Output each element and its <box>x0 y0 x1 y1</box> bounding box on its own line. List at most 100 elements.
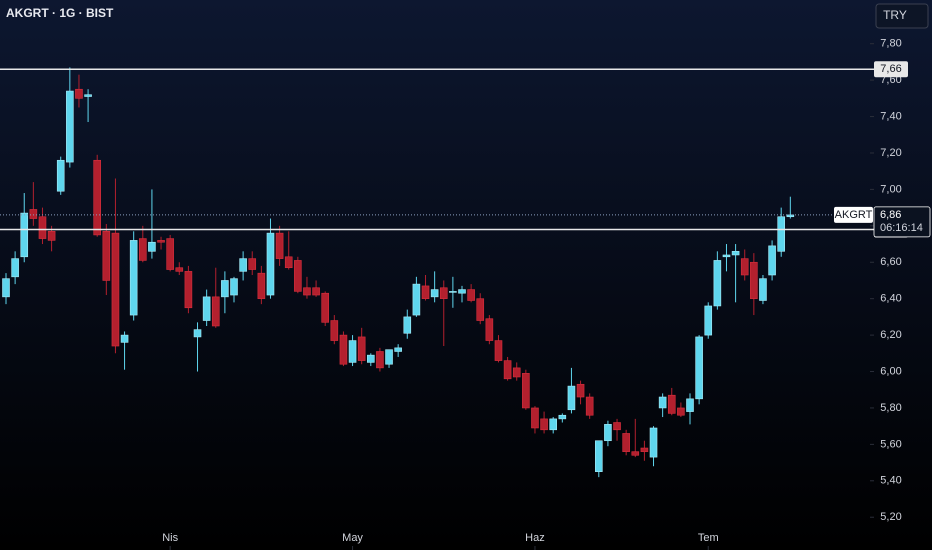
candle-body <box>759 278 767 301</box>
candle-body <box>66 90 74 163</box>
candle-body <box>357 336 366 361</box>
candle-body <box>412 283 421 316</box>
candle-body <box>613 422 621 431</box>
last-price-label: 6,86 <box>880 209 901 221</box>
candle-body <box>439 287 448 299</box>
candle-body <box>348 340 357 363</box>
symbol-tag <box>834 206 873 223</box>
candle-body <box>266 232 275 296</box>
candle-body <box>47 230 56 241</box>
candle-body <box>366 354 375 363</box>
currency-label[interactable]: TRY <box>883 8 907 22</box>
candle-body <box>175 267 184 272</box>
y-tick-label: 6,20 <box>880 329 901 341</box>
candle-body <box>202 296 211 321</box>
candle-body <box>312 287 320 296</box>
candle-body <box>750 261 758 299</box>
y-tick-label: 7,40 <box>880 110 901 122</box>
candle-body <box>449 291 457 293</box>
price-tag-label: 7,66 <box>880 63 901 75</box>
candle-body <box>376 351 384 369</box>
candle-body <box>786 214 795 218</box>
candle-body <box>11 258 19 278</box>
countdown-label: 06:16:14 <box>880 222 923 234</box>
candle-body <box>558 414 567 420</box>
candle-body <box>576 383 585 398</box>
candle-body <box>640 447 649 452</box>
candle-body <box>713 260 722 307</box>
candle-body <box>284 256 293 269</box>
symbol-tag-label: AKGRT <box>835 209 873 221</box>
candle-body <box>120 334 129 343</box>
candle-body <box>157 240 165 243</box>
candle-body <box>549 418 558 431</box>
candle-body <box>695 336 703 400</box>
candle-body <box>594 440 603 472</box>
candle-body <box>604 424 612 442</box>
candle-body <box>321 292 330 323</box>
candle-body <box>56 159 65 192</box>
candle-body <box>403 316 412 334</box>
y-tick-label: 5,20 <box>880 511 901 523</box>
candle-body <box>522 373 530 409</box>
x-tick-label: Tem <box>698 532 719 544</box>
candle-body <box>777 216 786 252</box>
y-tick-label: 6,00 <box>880 365 901 377</box>
candle-body <box>740 258 749 276</box>
currency-button[interactable] <box>875 3 929 29</box>
chart-title: AKGRT · 1G · BIST <box>6 6 114 20</box>
candle-body <box>330 320 339 341</box>
candle-body <box>139 238 147 261</box>
candle-body <box>303 287 311 296</box>
candle-body <box>485 318 494 341</box>
candle-body <box>667 394 676 414</box>
candle-body <box>531 407 539 429</box>
candle-body <box>221 280 229 298</box>
candle-body <box>184 271 193 309</box>
candle-body <box>166 238 174 270</box>
candle-body <box>731 251 740 256</box>
price-tag <box>874 61 908 78</box>
last-price-tag <box>873 206 931 238</box>
candle-body <box>677 407 685 416</box>
candle-body <box>129 240 138 316</box>
candle-body <box>93 159 101 236</box>
candle-body <box>467 289 475 301</box>
candle-body <box>2 278 10 298</box>
candle-body <box>230 278 238 296</box>
candle-body <box>622 433 630 452</box>
y-tick-label: 6,40 <box>880 293 901 305</box>
y-tick-label: 5,40 <box>880 475 901 487</box>
y-tick-label: 5,60 <box>880 438 901 450</box>
candle-body <box>84 94 92 97</box>
candle-body <box>339 334 348 365</box>
candle-body <box>75 88 83 99</box>
y-tick-label: 7,00 <box>880 183 901 195</box>
candle-body <box>38 216 47 239</box>
x-tick-label: Nis <box>162 532 178 544</box>
candle-body <box>421 285 430 299</box>
y-tick-label: 5,80 <box>880 402 901 414</box>
candle-body <box>686 398 694 412</box>
x-tick-label: May <box>342 532 363 544</box>
y-tick-label: 7,20 <box>880 147 901 159</box>
candle-body <box>257 272 266 299</box>
candle-body <box>768 245 776 276</box>
candle-body <box>394 347 402 352</box>
x-tick-label: Haz <box>525 532 545 544</box>
candle-body <box>512 367 521 378</box>
candle-body <box>275 232 284 259</box>
candle-body <box>585 396 594 416</box>
candle-body <box>476 298 485 321</box>
candle-body <box>649 427 658 458</box>
candle-body <box>20 212 29 258</box>
candle-body <box>503 360 512 380</box>
candle-body <box>567 385 576 411</box>
candle-body <box>385 349 393 365</box>
candle-body <box>148 241 156 252</box>
candle-body <box>248 258 257 270</box>
candle-body <box>211 296 220 327</box>
candle-body <box>239 258 247 272</box>
candle-body <box>430 289 439 298</box>
